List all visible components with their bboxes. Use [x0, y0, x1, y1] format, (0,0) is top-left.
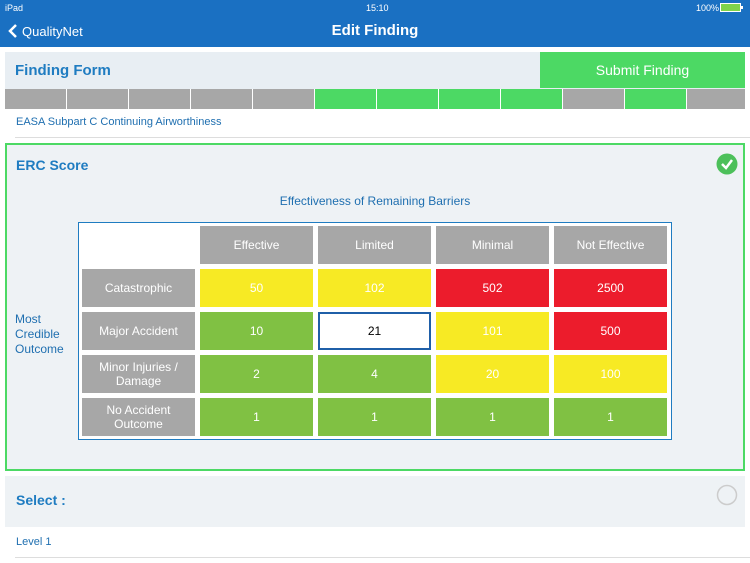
- score-cell[interactable]: 50: [200, 269, 313, 307]
- column-header: Limited: [318, 226, 431, 264]
- score-cell[interactable]: 1: [318, 398, 431, 436]
- progress-segment: [67, 89, 128, 109]
- score-cell[interactable]: 21: [318, 312, 431, 350]
- form-title: Finding Form: [15, 62, 111, 79]
- score-cell[interactable]: 502: [436, 269, 549, 307]
- top-bar: [0, 0, 750, 47]
- progress-segment: [439, 89, 500, 109]
- progress-segment: [377, 89, 438, 109]
- check-icon: [716, 153, 738, 175]
- section-label: EASA Subpart C Continuing Airworthiness: [16, 116, 222, 128]
- progress-segment: [129, 89, 190, 109]
- column-heading: Effectiveness of Remaining Barriers: [279, 194, 471, 208]
- progress-segment: [191, 89, 252, 109]
- score-cell[interactable]: 2: [200, 355, 313, 393]
- risk-matrix: Effective Limited Minimal Not Effective Cata…: [78, 222, 672, 440]
- row-header: No Accident Outcome: [82, 398, 195, 436]
- option[interactable]: Level 1: [16, 536, 52, 548]
- select-title: Select :: [16, 492, 66, 508]
- column-header: Effective: [200, 226, 313, 264]
- score-cell[interactable]: 102: [318, 269, 431, 307]
- progress-segment: [253, 89, 314, 109]
- progress-segment: [625, 89, 686, 109]
- row-header: Minor Injuries / Damage: [82, 355, 195, 393]
- row-header: Catastrophic: [82, 269, 195, 307]
- score-cell[interactable]: 20: [436, 355, 549, 393]
- score-cell[interactable]: 101: [436, 312, 549, 350]
- back-icon[interactable]: [7, 23, 19, 39]
- progress-segment: [315, 89, 376, 109]
- progress-segment: [687, 89, 745, 109]
- progress-segment: [501, 89, 562, 109]
- score-cell[interactable]: 2500: [554, 269, 667, 307]
- score-cell[interactable]: 1: [554, 398, 667, 436]
- column-header: Minimal: [436, 226, 549, 264]
- column-header: Not Effective: [554, 226, 667, 264]
- row-header: Major Accident: [82, 312, 195, 350]
- row-heading: Most Credible Outcome: [15, 312, 64, 356]
- back-button[interactable]: QualityNet: [22, 24, 83, 39]
- battery-text: 100%: [696, 3, 720, 13]
- score-cell[interactable]: 4: [318, 355, 431, 393]
- score-cell[interactable]: 1: [436, 398, 549, 436]
- device: iPad: [5, 3, 24, 13]
- nav-title: Edit Finding: [331, 22, 419, 39]
- progress-segment: [563, 89, 624, 109]
- divider: [15, 137, 750, 138]
- submit-button[interactable]: Submit Finding: [540, 52, 745, 88]
- divider: [15, 557, 750, 558]
- score-cell[interactable]: 100: [554, 355, 667, 393]
- progress-segment: [5, 89, 66, 109]
- time: 15:10: [366, 3, 389, 13]
- score-cell[interactable]: 1: [200, 398, 313, 436]
- battery-icon: [720, 3, 743, 12]
- erc-title: ERC Score: [16, 157, 89, 173]
- score-cell[interactable]: 500: [554, 312, 667, 350]
- radio[interactable]: [716, 484, 738, 506]
- score-cell[interactable]: 10: [200, 312, 313, 350]
- select-panel: [5, 476, 745, 527]
